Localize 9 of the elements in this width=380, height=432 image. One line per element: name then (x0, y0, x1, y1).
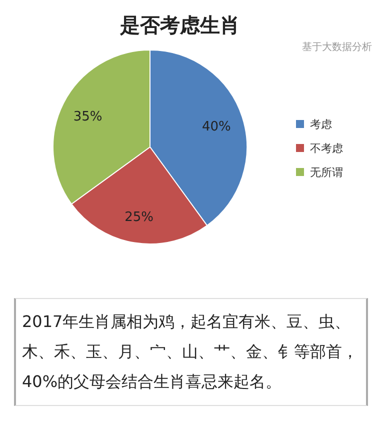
data-label: 40% (202, 119, 231, 134)
chart-title: 是否考虑生肖 (119, 13, 240, 37)
legend-label: 不考虑 (310, 142, 343, 155)
data-label: 25% (124, 210, 154, 225)
chart-subtitle: 基于大数据分析 (302, 41, 372, 53)
text: 2017年生肖属相为鸡，起名宜有米、豆、虫、木、禾、玉、月、宀、山、艹、金、钅等部首，40%的父母会结合生肖喜忌来起名。 (14, 298, 368, 406)
legend-label: 考虑 (310, 118, 332, 131)
data-label: 35% (73, 109, 102, 124)
legend-label: 无所谓 (310, 166, 343, 179)
